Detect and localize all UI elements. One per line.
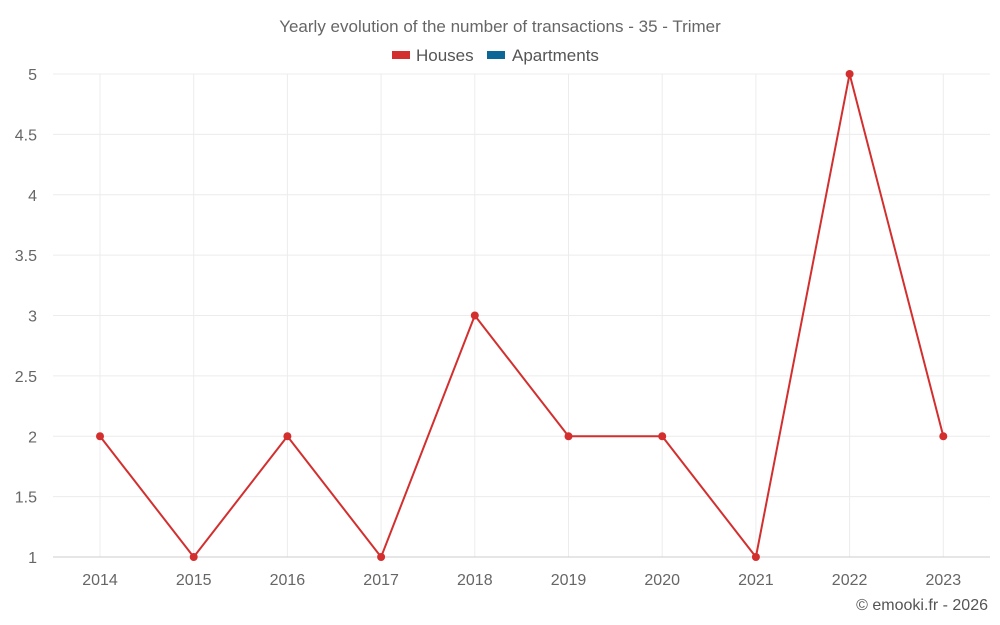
data-point[interactable] bbox=[845, 70, 854, 78]
x-tick-label: 2015 bbox=[176, 572, 212, 589]
x-tick-label: 2023 bbox=[926, 572, 962, 589]
legend[interactable]: Houses Apartments bbox=[392, 46, 599, 65]
y-tick-label: 3.5 bbox=[15, 248, 37, 265]
legend-label-houses: Houses bbox=[416, 46, 474, 65]
legend-swatch-houses bbox=[392, 51, 410, 59]
legend-item-houses[interactable]: Houses bbox=[392, 46, 474, 65]
y-tick-label: 2 bbox=[28, 429, 37, 446]
legend-item-apartments[interactable]: Apartments bbox=[487, 46, 599, 65]
y-tick-label: 2.5 bbox=[15, 369, 37, 386]
y-tick-label: 5 bbox=[28, 67, 37, 84]
y-axis-ticks: 1 1.5 2 2.5 3 3.5 4 4.5 5 bbox=[15, 67, 37, 567]
x-tick-label: 2019 bbox=[551, 572, 587, 589]
data-point[interactable] bbox=[939, 432, 948, 441]
legend-swatch-apartments bbox=[487, 51, 505, 59]
data-point[interactable] bbox=[189, 553, 198, 561]
series-houses bbox=[96, 70, 948, 561]
x-tick-label: 2014 bbox=[82, 572, 118, 589]
x-tick-label: 2017 bbox=[363, 572, 399, 589]
x-tick-label: 2016 bbox=[270, 572, 306, 589]
y-tick-label: 1.5 bbox=[15, 490, 37, 507]
x-tick-label: 2021 bbox=[738, 572, 774, 589]
y-tick-label: 4.5 bbox=[15, 127, 37, 144]
credit-text: © emooki.fr - 2026 bbox=[856, 597, 988, 614]
chart-title: Yearly evolution of the number of transa… bbox=[279, 17, 721, 36]
x-tick-label: 2020 bbox=[644, 572, 680, 589]
data-point[interactable] bbox=[751, 553, 760, 561]
data-point[interactable] bbox=[377, 553, 386, 561]
data-point[interactable] bbox=[283, 432, 292, 441]
data-point[interactable] bbox=[564, 432, 573, 441]
y-tick-label: 1 bbox=[28, 550, 37, 567]
grid bbox=[53, 73, 990, 558]
y-tick-label: 4 bbox=[28, 188, 37, 205]
data-point[interactable] bbox=[658, 432, 667, 441]
x-tick-label: 2022 bbox=[832, 572, 868, 589]
data-point[interactable] bbox=[470, 311, 479, 320]
x-tick-label: 2018 bbox=[457, 572, 493, 589]
x-axis-ticks: 2014 2015 2016 2017 2018 2019 2020 2021 2022 2023 bbox=[82, 572, 961, 589]
y-tick-label: 3 bbox=[28, 309, 37, 326]
data-point[interactable] bbox=[96, 432, 104, 441]
series-line bbox=[99, 73, 945, 560]
legend-label-apartments: Apartments bbox=[512, 46, 599, 65]
